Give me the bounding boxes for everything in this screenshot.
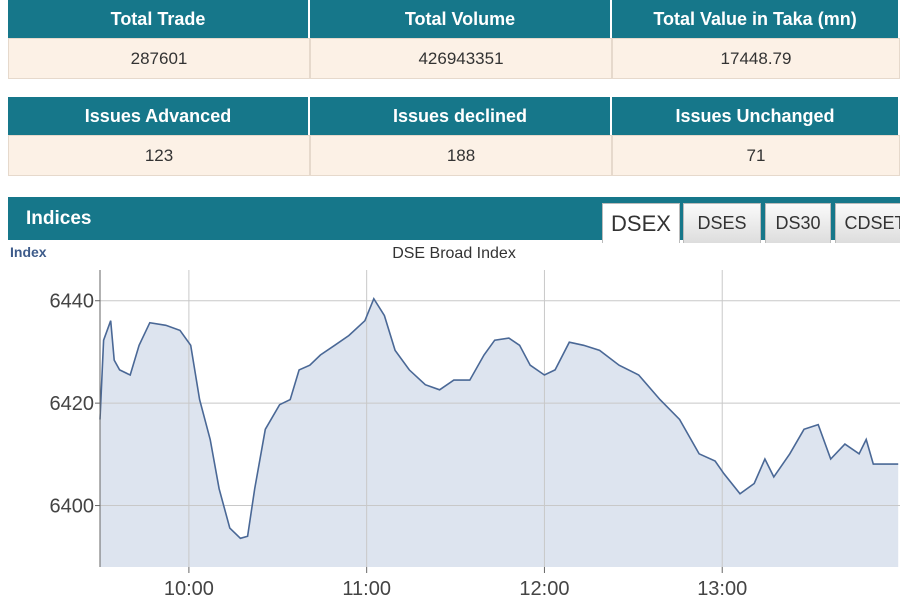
table-cell: 426943351 [310,38,612,79]
table-header: Issues Unchanged [612,97,900,135]
area-fill [100,298,899,567]
table-cell: 123 [8,135,310,176]
chart-title: DSE Broad Index [392,245,516,262]
indices-title: Indices [26,208,92,229]
index-tab[interactable]: DSES [683,203,761,243]
index-tab[interactable]: DS30 [765,203,831,243]
x-tick-label: 12:00 [519,578,569,600]
table-header: Total Trade [8,0,310,38]
y-axis-label: Index [10,244,47,260]
table-header: Issues Advanced [8,97,310,135]
table-cell: 287601 [8,38,310,79]
table-cell: 71 [612,135,900,176]
index-tab[interactable]: DSEX [602,203,680,243]
index-chart: Index DSE Broad Index 6400 6420 6440 10:00 1… [10,244,900,600]
x-tick-label: 10:00 [164,578,214,600]
y-tick-label: 6400 [50,496,95,518]
x-tick-label: 11:00 [342,578,391,600]
table-cell: 188 [310,135,612,176]
table-header: Total Value in Taka (mn) [612,0,900,38]
table-header: Total Volume [310,0,612,38]
y-tick-label: 6440 [50,291,95,313]
y-tick-label: 6420 [50,393,95,415]
index-line [99,296,899,540]
table-header: Issues declined [310,97,612,135]
x-tick-label: 13:00 [697,578,747,600]
index-tab[interactable]: CDSET [835,203,900,243]
table-cell: 17448.79 [612,38,900,79]
